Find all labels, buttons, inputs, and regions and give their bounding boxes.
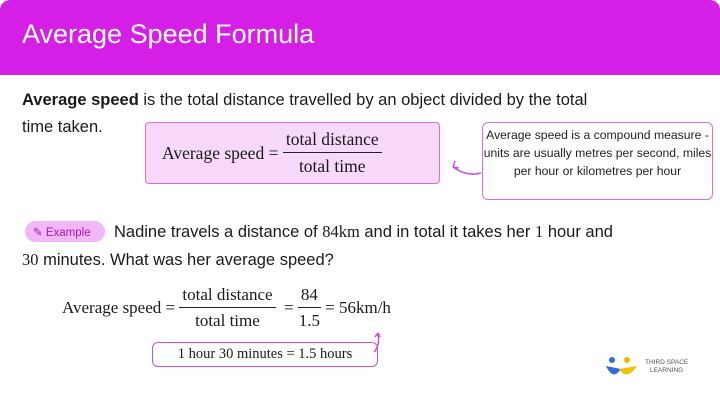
page-title: Average Speed Formula — [22, 19, 315, 49]
solution-equals: = — [165, 298, 176, 317]
example-line-2: 30 minutes. What was her average speed? — [22, 250, 334, 269]
example-text: Nadine travels a distance of — [114, 223, 323, 241]
example-hours: 1 — [534, 222, 544, 241]
example-distance: 84km — [322, 222, 360, 241]
logo-subtext: LEARNING — [649, 367, 684, 374]
example-minutes: 30 — [22, 250, 39, 269]
pointer-arrow-icon — [373, 332, 381, 353]
solution-result: = 56km/h — [325, 298, 391, 317]
example-badge-label: Example — [45, 227, 91, 239]
solution-fraction-values: 84 1.5 — [297, 285, 321, 331]
solution-numerator: total distance — [179, 285, 276, 308]
definition-line-2: time taken. — [22, 118, 103, 136]
solution-fraction: total distance total time — [179, 285, 276, 331]
formula-numerator: total distance — [282, 129, 382, 153]
solution-distance-value: 84 — [297, 285, 321, 308]
solution-time-value: 1.5 — [298, 311, 321, 330]
definition-line-1: Average speed is the total distance trav… — [22, 92, 587, 109]
units-callout: Average speed is a compound measure - un… — [482, 122, 713, 200]
solution-equals-2: = — [284, 298, 294, 317]
formula-equals: = — [268, 142, 279, 163]
formula-box: Average speed = total distance total time — [145, 122, 440, 184]
example-badge: ✎ Example — [25, 221, 105, 242]
pencil-icon: ✎ — [33, 227, 43, 239]
example-text: and in total it takes her — [359, 223, 535, 241]
formula-denominator: total time — [298, 156, 366, 176]
example-line-1: Nadine travels a distance of 84km and in… — [114, 222, 613, 241]
definition-term: Average speed — [22, 91, 139, 109]
formula-lhs: Average speed — [162, 142, 265, 163]
solution-denominator: total time — [195, 311, 260, 330]
definition-text: is the total distance travelled by an ob… — [138, 91, 588, 109]
solution-equation: Average speed = total distance total time… — [62, 285, 391, 331]
curved-arrow-icon — [452, 160, 482, 175]
header-banner: Average Speed Formula — [0, 0, 720, 75]
third-space-learning-logo: THIRD SPACE LEARNING — [605, 355, 688, 379]
time-conversion-note: 1 hour 30 minutes = 1.5 hours — [152, 342, 378, 367]
example-text: minutes. What was her average speed? — [38, 251, 334, 269]
formula-fraction: total distance total time — [282, 129, 382, 177]
solution-lhs: Average speed — [62, 298, 162, 317]
logo-mark-icon — [606, 357, 637, 375]
logo-text: THIRD SPACE — [645, 359, 689, 366]
example-text: hour and — [543, 223, 613, 241]
